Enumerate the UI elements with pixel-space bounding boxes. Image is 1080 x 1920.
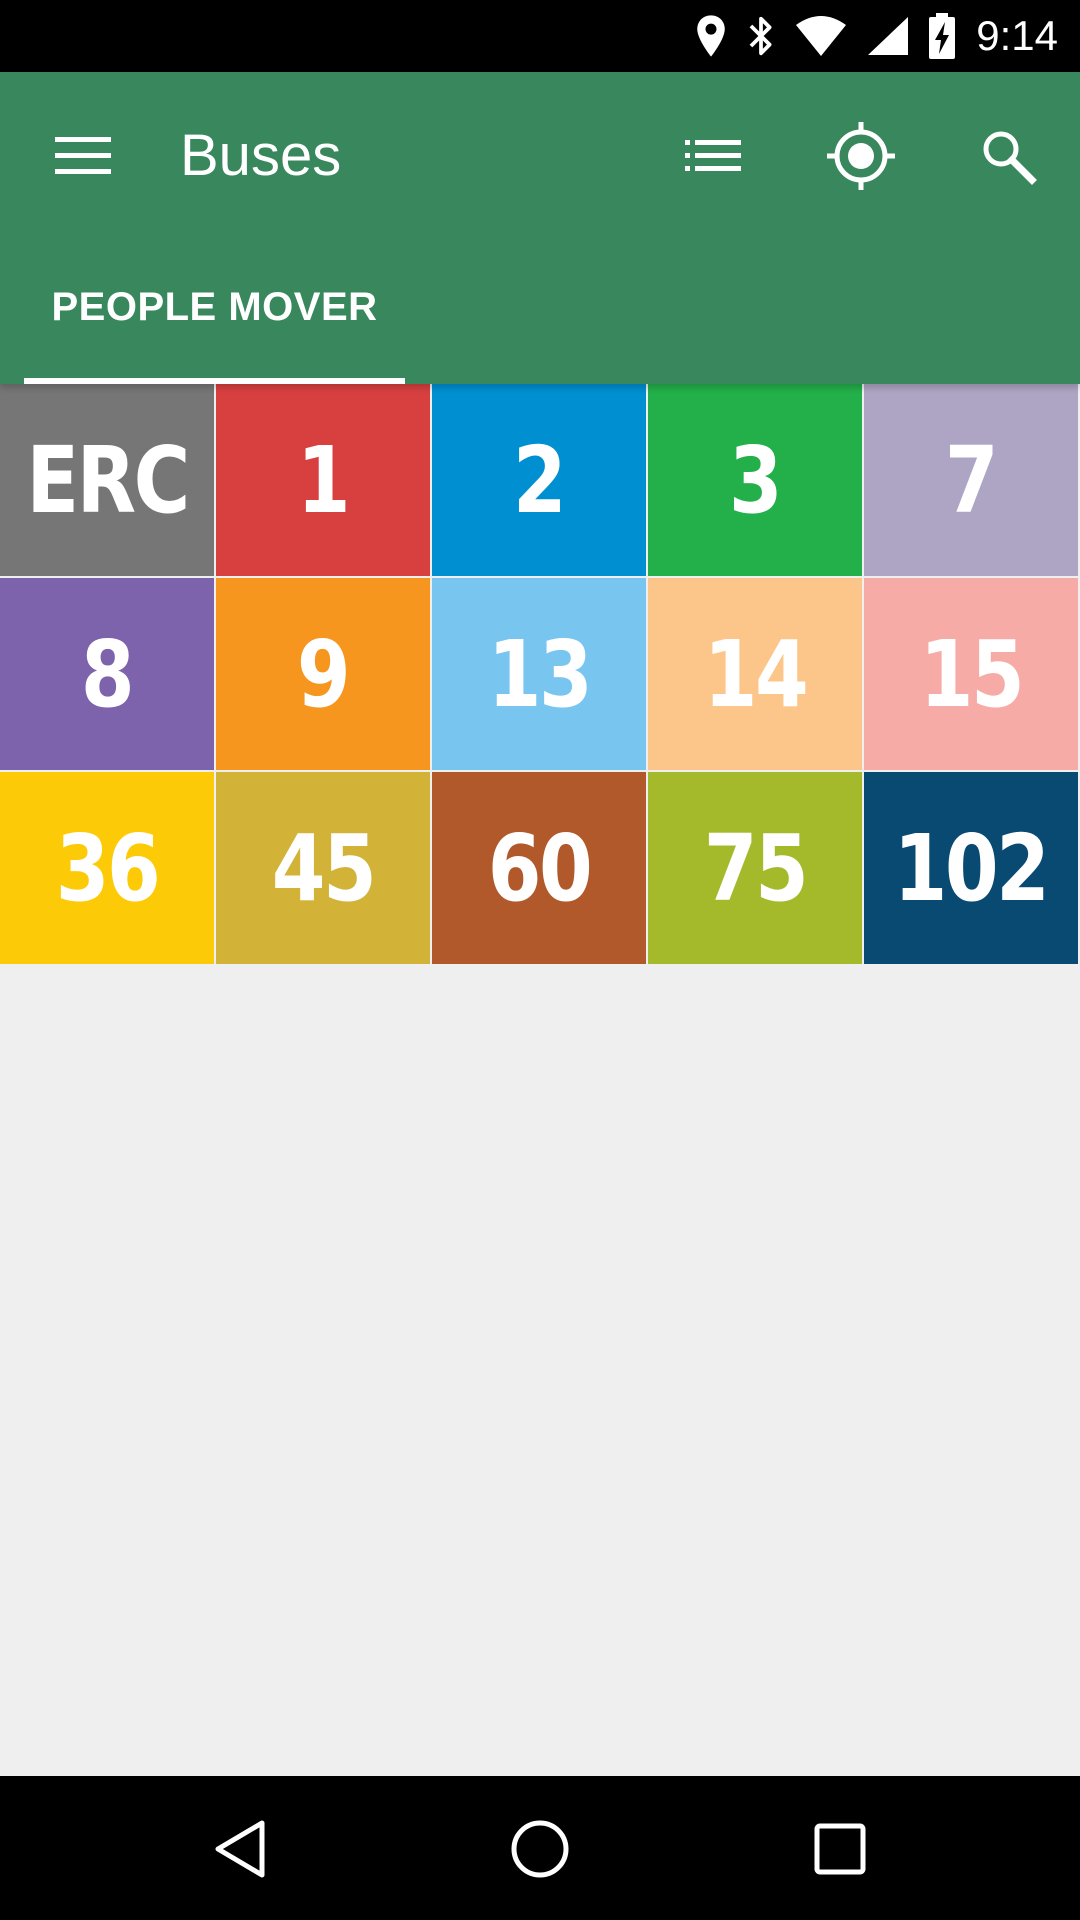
route-grid: ERC 1 2 3 7 8 9 13 14 15 36 45 60 75 102 xyxy=(0,384,1080,964)
route-tile[interactable]: 36 xyxy=(0,772,214,964)
route-tile[interactable]: 15 xyxy=(864,578,1078,770)
back-icon xyxy=(215,1820,265,1878)
list-view-button[interactable] xyxy=(678,120,750,192)
signal-icon xyxy=(866,15,910,57)
back-button[interactable] xyxy=(195,1804,285,1894)
search-button[interactable] xyxy=(972,120,1044,192)
recents-button[interactable] xyxy=(795,1804,885,1894)
route-tile[interactable]: 60 xyxy=(432,772,646,964)
location-icon xyxy=(694,14,728,58)
tab-row: PEOPLE MOVER xyxy=(0,240,1080,384)
route-label: 14 xyxy=(703,620,809,728)
my-location-icon xyxy=(827,122,895,190)
search-icon xyxy=(983,131,1037,185)
route-label: 45 xyxy=(271,814,377,922)
bluetooth-icon xyxy=(746,13,776,59)
route-label: ERC xyxy=(26,426,190,534)
route-tile[interactable]: 45 xyxy=(216,772,430,964)
nav-bar xyxy=(0,1776,1080,1920)
route-label: 7 xyxy=(945,426,999,534)
menu-icon xyxy=(55,137,111,174)
route-tile[interactable]: 8 xyxy=(0,578,214,770)
route-label: 3 xyxy=(729,426,783,534)
route-tile[interactable]: 7 xyxy=(864,384,1078,576)
tab-people-mover[interactable]: PEOPLE MOVER xyxy=(24,240,405,384)
home-icon xyxy=(511,1820,569,1878)
route-tile[interactable]: 102 xyxy=(864,772,1078,964)
my-location-button[interactable] xyxy=(825,120,897,192)
status-time: 9:14 xyxy=(976,12,1058,59)
home-button[interactable] xyxy=(495,1804,585,1894)
status-icons: 9:14 xyxy=(676,0,1058,72)
route-tile[interactable]: 3 xyxy=(648,384,862,576)
route-label: 15 xyxy=(919,620,1025,728)
tab-label: PEOPLE MOVER xyxy=(51,284,378,329)
battery-charging-icon xyxy=(928,12,956,60)
route-label: 9 xyxy=(297,620,351,728)
tab-indicator xyxy=(24,378,405,384)
status-bar: 9:14 xyxy=(0,0,1080,72)
toolbar: Buses xyxy=(0,72,1080,240)
route-tile[interactable]: 2 xyxy=(432,384,646,576)
wifi-icon xyxy=(794,15,848,57)
route-tile[interactable]: 75 xyxy=(648,772,862,964)
route-tile[interactable]: 13 xyxy=(432,578,646,770)
route-label: 2 xyxy=(513,426,567,534)
route-label: 60 xyxy=(487,814,593,922)
route-label: 75 xyxy=(703,814,809,922)
route-tile[interactable]: 9 xyxy=(216,578,430,770)
route-label: 102 xyxy=(894,814,1050,922)
app-bar: Buses xyxy=(0,72,1080,384)
route-label: 36 xyxy=(55,814,161,922)
recents-icon xyxy=(814,1823,866,1875)
route-tile[interactable]: 1 xyxy=(216,384,430,576)
route-label: 8 xyxy=(81,620,135,728)
menu-button[interactable] xyxy=(48,120,120,192)
route-label: 1 xyxy=(297,426,351,534)
route-tile[interactable]: ERC xyxy=(0,384,214,576)
app-title: Buses xyxy=(180,123,342,188)
route-tile[interactable]: 14 xyxy=(648,578,862,770)
route-label: 13 xyxy=(487,620,593,728)
list-icon xyxy=(685,140,741,171)
